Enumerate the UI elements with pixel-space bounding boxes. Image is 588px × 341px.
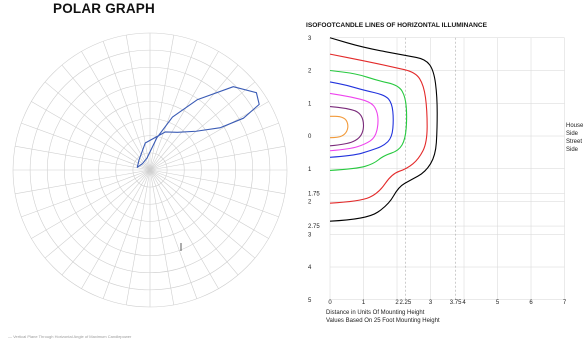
polar-footnote: — Vertical Plane Through Horizontal Angl… <box>8 334 132 339</box>
x-tick-label: 3 <box>429 300 433 306</box>
polar-spoke <box>15 169 151 195</box>
polar-spoke <box>102 169 151 299</box>
y-tick-label: 1 <box>308 167 312 173</box>
side-label: Street <box>566 139 582 145</box>
polar-spoke <box>149 81 256 171</box>
polar-spoke <box>149 169 285 195</box>
x-tick-label: 7 <box>563 300 567 306</box>
y-tick-label: 2.75 <box>308 224 320 230</box>
x-tick-label: 2.25 <box>400 300 412 306</box>
side-label: Side <box>566 147 579 153</box>
y-tick-label: 1 <box>308 101 312 107</box>
isofootcandle-line <box>329 81 394 158</box>
x-tick-label: 2 <box>395 300 399 306</box>
polar-spoke <box>149 169 175 305</box>
y-tick-label: 2 <box>308 200 312 206</box>
isofootcandle-line <box>329 69 408 171</box>
polar-spoke <box>81 169 151 289</box>
y-tick-label: 5 <box>308 298 312 304</box>
polar-spoke <box>149 145 285 171</box>
y-tick-label: 0 <box>308 134 312 140</box>
x-tick-label: 6 <box>529 300 533 306</box>
x-tick-label: 5 <box>496 300 500 306</box>
polar-spoke <box>149 169 219 289</box>
polar-candlepower-curve <box>136 86 260 168</box>
polar-spoke <box>15 145 151 171</box>
polar-spoke <box>149 35 175 171</box>
x-axis-label-2: Values Based On 25 Foot Mounting Height <box>326 318 440 324</box>
polar-spoke <box>44 81 151 171</box>
polar-spoke <box>31 169 151 239</box>
isofootcandle-line <box>329 37 438 222</box>
polar-spoke <box>149 122 279 171</box>
polar-graph-title: POLAR GRAPH <box>53 1 155 16</box>
side-label: Side <box>566 131 579 137</box>
isofootcandle-line <box>329 115 349 139</box>
x-tick-label: 0 <box>328 300 332 306</box>
polar-spoke <box>31 101 151 171</box>
polar-spoke <box>149 169 239 276</box>
polar-spoke <box>21 169 151 218</box>
polar-spoke <box>44 169 151 259</box>
x-axis-label: Distance in Units Of Mounting Height <box>326 310 425 316</box>
polar-spoke <box>102 41 151 171</box>
y-tick-label: 3 <box>308 36 312 42</box>
polar-spoke <box>61 64 151 171</box>
y-tick-label: 4 <box>308 265 312 271</box>
y-tick-label: 2 <box>308 69 312 75</box>
polar-spoke <box>149 169 269 239</box>
isofootcandle-line <box>329 53 428 204</box>
polar-spoke <box>81 51 151 171</box>
polar-spoke <box>149 169 198 299</box>
polar-spoke <box>149 64 239 171</box>
x-tick-label: 3.75 <box>450 300 462 306</box>
polar-spoke <box>149 51 219 171</box>
side-label: House <box>566 123 584 129</box>
polar-spoke <box>125 169 151 305</box>
polar-spoke <box>21 122 151 171</box>
y-tick-label: 1.75 <box>308 191 320 197</box>
x-tick-label: 4 <box>462 300 466 306</box>
polar-spoke <box>61 169 151 276</box>
isofootcandle-title: ISOFOOTCANDLE LINES OF HORIZONTAL ILLUMI… <box>306 22 488 29</box>
isofootcandle-line <box>329 92 379 152</box>
polar-spoke <box>149 169 256 259</box>
polar-spoke <box>125 35 151 171</box>
isofootcandle-line <box>329 105 365 147</box>
polar-spoke <box>149 169 279 218</box>
polar-spoke <box>149 41 198 171</box>
y-tick-label: 3 <box>308 232 312 238</box>
x-tick-label: 1 <box>362 300 366 306</box>
